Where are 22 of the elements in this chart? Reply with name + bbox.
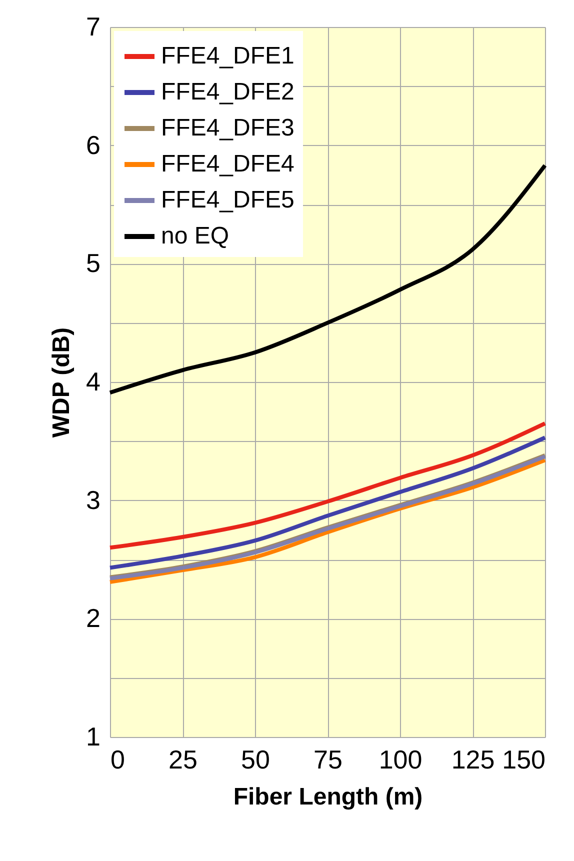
x-tick-label: 25 [168,744,198,774]
legend-label: FFE4_DFE3 [161,114,294,142]
y-tick-label: 5 [86,248,100,278]
legend-label: FFE4_DFE4 [161,150,294,178]
x-tick-label: 0 [110,744,125,774]
x-tick-label: 50 [241,744,270,774]
x-tick-label: 100 [378,744,422,774]
x-tick-label: 75 [314,744,342,774]
legend-label: FFE4_DFE1 [161,42,294,70]
x-tick-label: 150 [502,744,546,774]
y-axis-title: WDP (dB) [48,327,76,438]
y-tick-label: 3 [86,484,100,515]
y-tick-label: 2 [86,603,100,634]
y-tick-label: 4 [86,366,100,396]
y-tick-label: 7 [86,12,100,42]
legend-label: no EQ [161,222,230,250]
legend-label: FFE4_DFE2 [161,78,294,106]
x-tick-label: 125 [451,744,495,774]
x-axis-title: Fiber Length (m) [233,784,423,810]
y-tick-label: 6 [86,130,100,160]
legend-label: FFE4_DFE5 [161,186,294,214]
y-tick-label: 1 [86,722,100,752]
